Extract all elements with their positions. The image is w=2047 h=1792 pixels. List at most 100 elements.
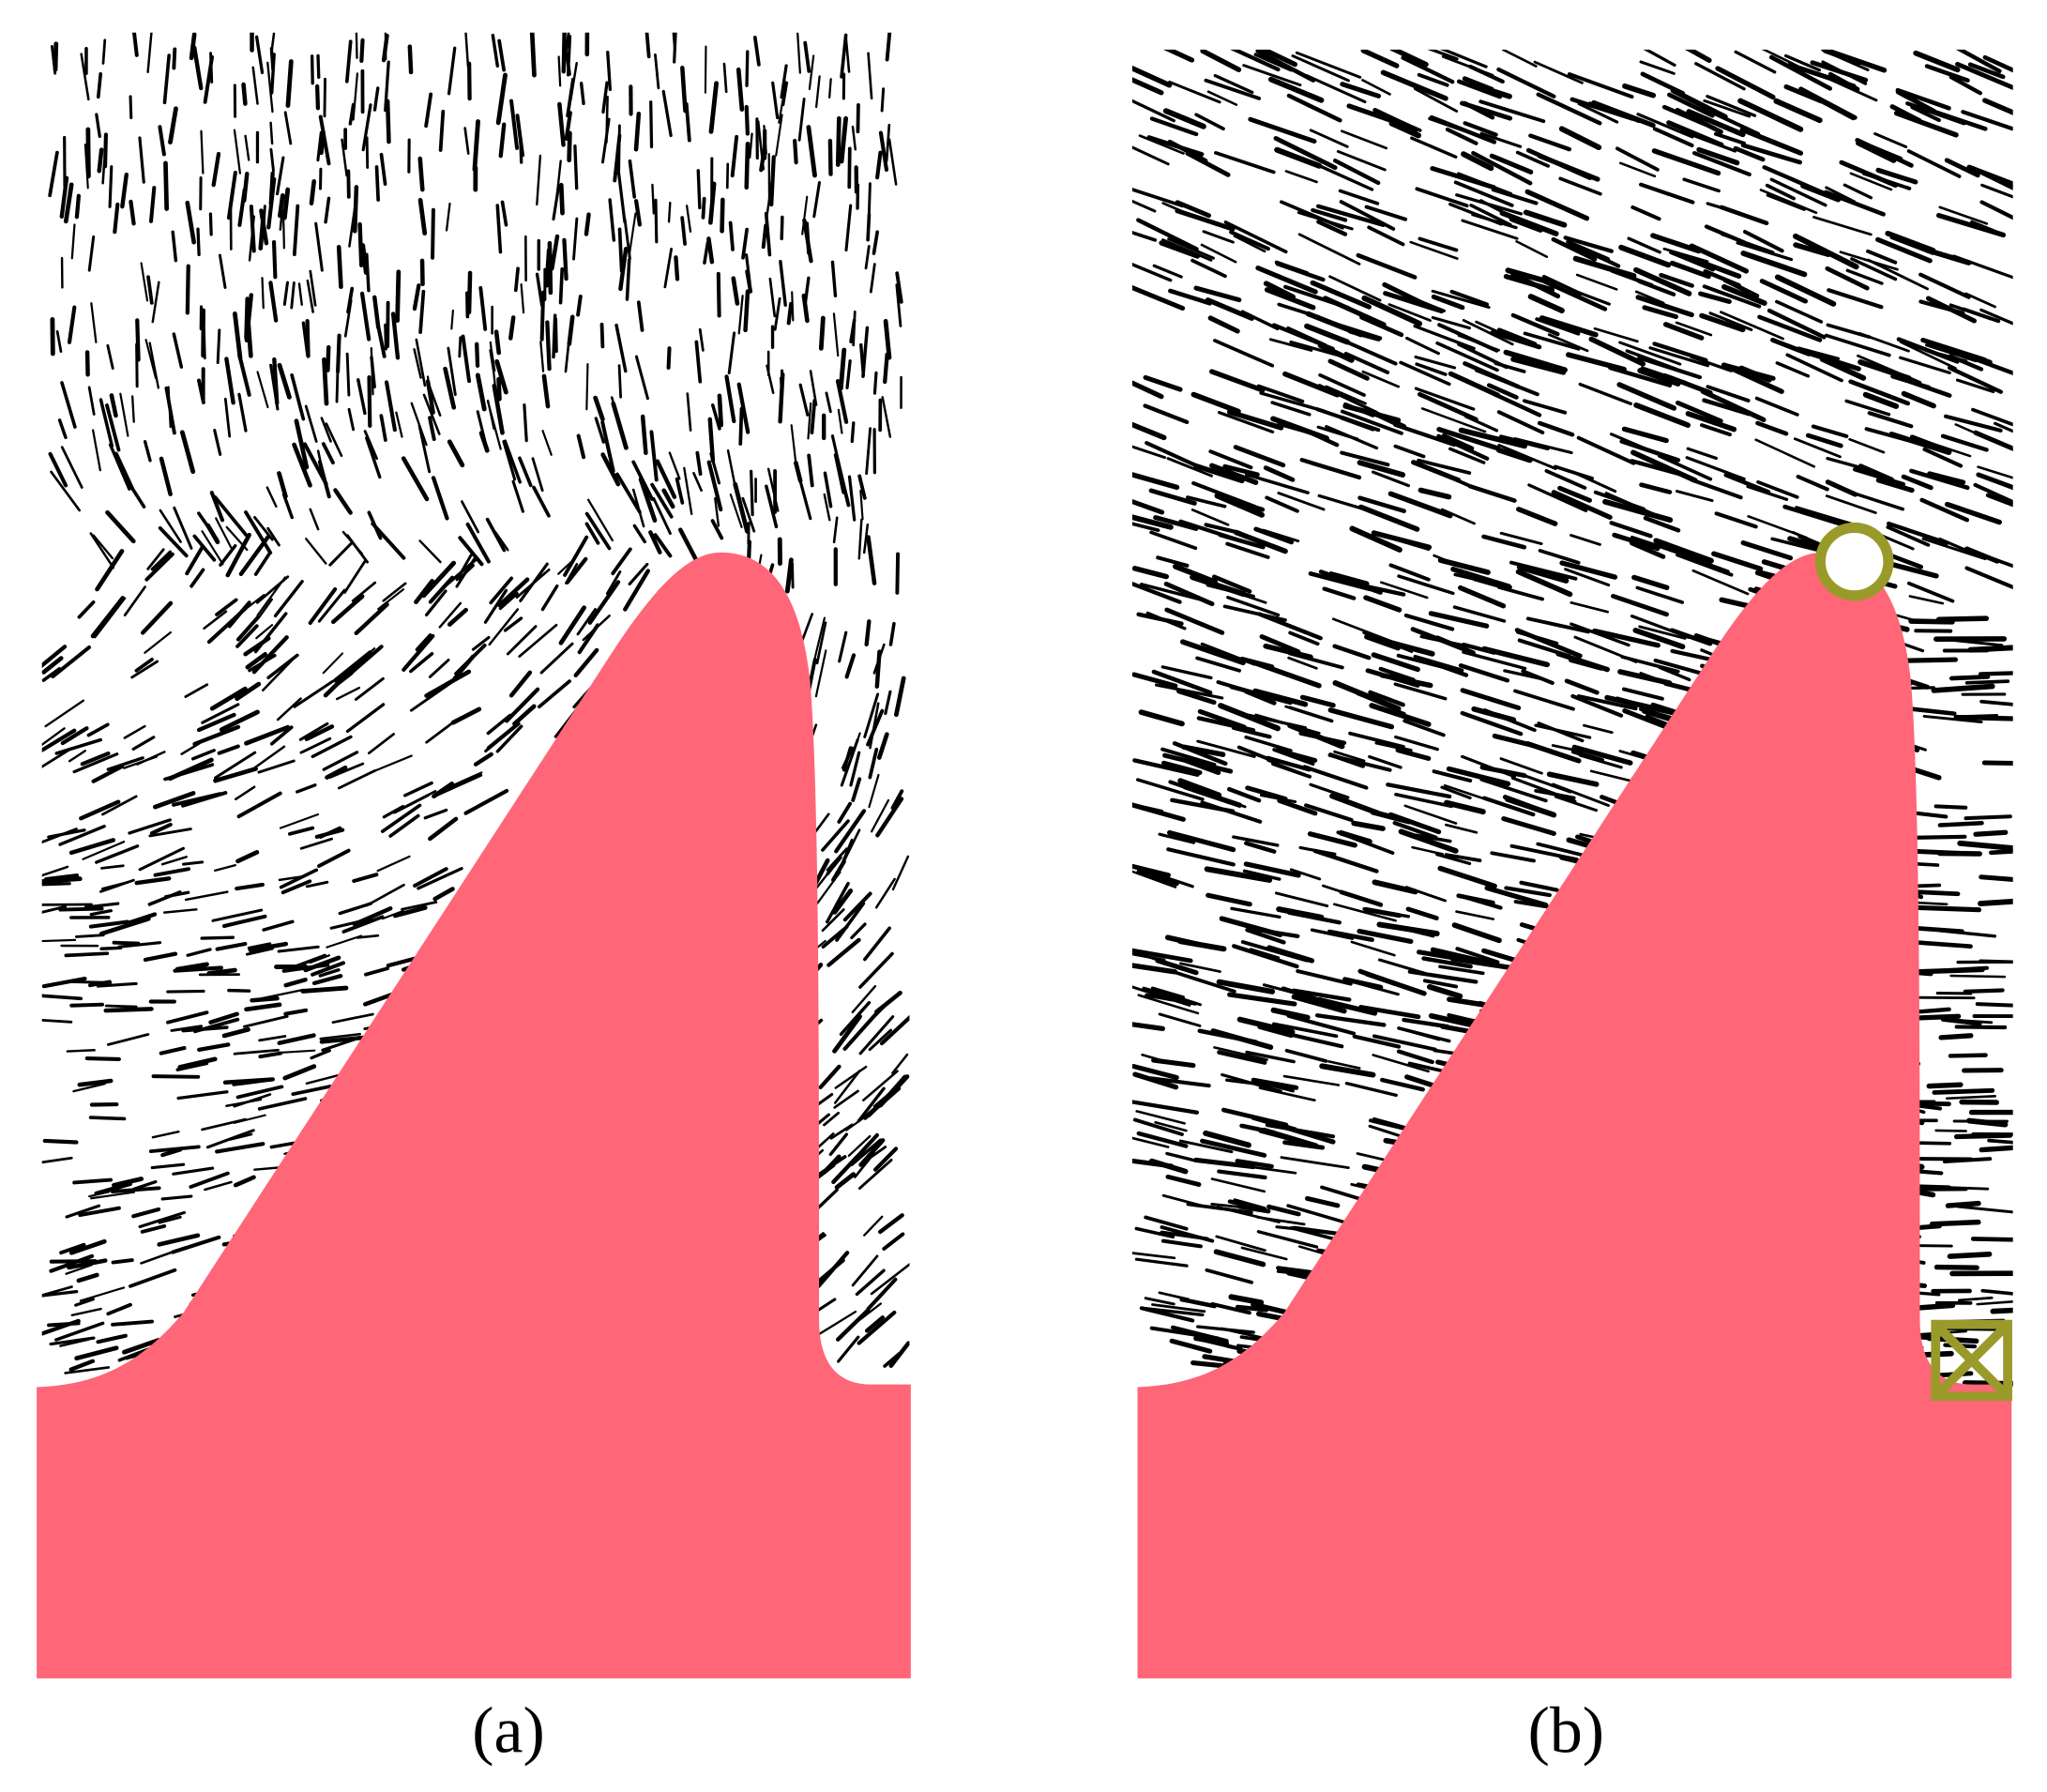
fiber: [1371, 530, 1433, 551]
fiber: [351, 581, 377, 602]
fiber: [550, 234, 560, 271]
fiber: [1393, 682, 1448, 701]
fiber: [823, 1111, 841, 1127]
fiber: [827, 78, 832, 99]
fiber: [255, 624, 274, 640]
fiber: [724, 374, 736, 424]
fiber: [450, 309, 454, 330]
fiber: [520, 282, 525, 314]
fiber: [707, 417, 716, 463]
fiber: [299, 737, 332, 754]
fiber: [1987, 1138, 2013, 1145]
fiber: [203, 610, 228, 630]
fiber: [1245, 785, 1288, 801]
fiber: [558, 605, 586, 645]
fiber: [1691, 569, 1750, 596]
fiber: [237, 353, 251, 397]
fiber: [244, 296, 250, 341]
fiber: [1479, 131, 1523, 148]
fiber: [1971, 407, 2013, 427]
fiber: [866, 213, 872, 242]
fiber: [1889, 235, 1934, 255]
fiber: [1235, 1159, 1274, 1169]
fiber: [1823, 190, 1886, 217]
fiber: [1685, 49, 1712, 63]
fiber: [1327, 752, 1366, 768]
fiber: [153, 867, 191, 877]
fiber: [833, 1089, 859, 1109]
fiber: [417, 867, 463, 890]
fiber: [1357, 928, 1414, 944]
fiber: [1245, 1050, 1296, 1064]
fiber: [737, 295, 744, 335]
fiber: [376, 326, 387, 358]
fiber: [1131, 522, 1160, 533]
fiber: [1979, 699, 2013, 706]
fiber: [238, 593, 265, 615]
fiber: [1328, 275, 1382, 302]
fiber: [1651, 148, 1721, 176]
fiber: [623, 569, 650, 612]
fiber: [564, 111, 572, 141]
fiber: [1249, 948, 1281, 960]
fiber: [1226, 409, 1284, 431]
fiber: [1616, 382, 1677, 411]
fiber: [864, 245, 871, 270]
fiber: [615, 472, 642, 514]
fiber: [1413, 325, 1476, 351]
fiber: [1242, 869, 1281, 881]
fiber: [1969, 356, 2013, 375]
fiber: [128, 818, 172, 835]
fiber: [148, 1145, 201, 1153]
fiber: [55, 329, 63, 353]
fiber: [164, 890, 190, 899]
fiber: [269, 32, 276, 55]
fiber: [60, 726, 89, 746]
fiber: [895, 552, 901, 595]
fiber: [835, 379, 849, 424]
fiber: [1222, 604, 1287, 622]
fiber: [233, 1175, 256, 1188]
fiber: [1399, 360, 1451, 387]
fiber: [1569, 534, 1601, 546]
fiber: [808, 54, 815, 91]
fiber: [1415, 362, 1448, 376]
fiber: [1875, 167, 1918, 185]
fiber: [395, 269, 402, 324]
fiber: [1554, 795, 1599, 812]
fiber: [1889, 104, 1922, 123]
fiber: [1161, 760, 1203, 775]
fiber: [1682, 177, 1721, 193]
fiber: [235, 681, 262, 702]
fiber: [1149, 530, 1198, 551]
fiber: [495, 72, 508, 126]
fiber: [857, 474, 867, 500]
fiber: [1232, 944, 1299, 969]
fiber: [1457, 342, 1509, 370]
fiber: [1255, 266, 1318, 295]
fiber: [1323, 296, 1387, 327]
fiber: [95, 844, 140, 864]
fiber: [842, 1010, 880, 1051]
fiber: [1332, 644, 1372, 661]
fiber: [1131, 581, 1182, 604]
fiber: [801, 195, 809, 235]
fiber: [1415, 187, 1469, 208]
fiber: [1944, 638, 2004, 647]
fiber: [407, 44, 414, 75]
fiber: [850, 922, 867, 940]
fiber: [1916, 995, 1976, 1000]
fiber: [541, 430, 553, 456]
fiber: [294, 418, 310, 470]
fiber: [803, 276, 811, 304]
fiber: [129, 1268, 177, 1288]
fiber: [1515, 569, 1573, 598]
fiber: [651, 183, 656, 215]
fiber: [1405, 336, 1440, 356]
fiber: [825, 391, 832, 414]
fiber: [293, 679, 335, 708]
fiber: [1164, 992, 1202, 1007]
fiber: [316, 53, 321, 79]
fiber: [851, 777, 862, 802]
fiber: [432, 782, 455, 799]
